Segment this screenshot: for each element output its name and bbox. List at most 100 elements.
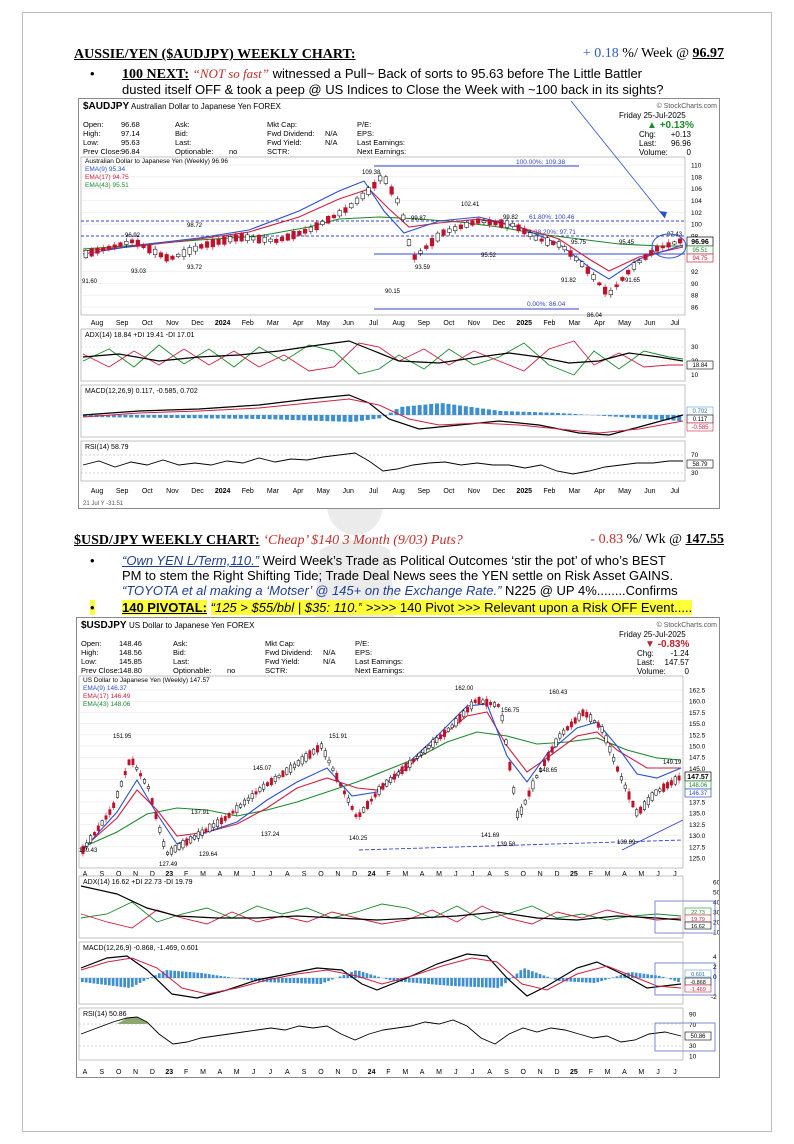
candle-body xyxy=(435,737,439,744)
svg-text:127.49: 127.49 xyxy=(159,862,178,868)
usd-rsi-box: 50.86 xyxy=(690,1034,706,1040)
candle-body xyxy=(527,790,531,797)
histogram-bar xyxy=(331,415,336,422)
usd-last-label: Last: xyxy=(637,658,654,667)
month-tick-label: D xyxy=(554,1069,559,1076)
candle-body xyxy=(176,253,181,257)
svg-text:100.00%: 109.38: 100.00%: 109.38 xyxy=(516,159,566,166)
month-tick-label: A xyxy=(218,1069,223,1076)
svg-text:EMA(17) 146.49: EMA(17) 146.49 xyxy=(83,693,131,700)
usd-last: 147.57 xyxy=(665,658,690,667)
aud-macd-label: MACD(12,26,9) 0.117, -0.585, 0.702 xyxy=(85,388,198,395)
candle-body xyxy=(642,801,646,810)
svg-text:SCTR:: SCTR: xyxy=(267,147,290,156)
aud-month-axis: Aug Sep Oct Nov Dec 2024 Feb Mar Apr May Jun Jul Aug… xyxy=(91,320,680,327)
aud-heading-week: %/ Week @ xyxy=(618,46,693,61)
candle-body xyxy=(473,699,477,703)
histogram-bar xyxy=(546,976,550,978)
svg-text:EMA(9) 95.34: EMA(9) 95.34 xyxy=(85,166,125,173)
usd-b1-line1: Weird Week’s Trade as Political Outcomes… xyxy=(259,553,666,568)
month-tick-label: Nov xyxy=(468,488,481,495)
axis-tick-label: 132.5 xyxy=(689,822,706,829)
svg-text:149.19: 149.19 xyxy=(663,760,682,766)
usd-macd-highlight-box xyxy=(654,962,716,996)
usd-heading-quote: ‘Cheap’ $140 3 Month (9/03) Puts? xyxy=(263,533,463,548)
aud-bullet-quote: “NOT so fast” xyxy=(192,66,270,81)
aud-heading-price: 96.97 xyxy=(692,46,725,61)
month-tick-label: N xyxy=(133,871,138,878)
svg-text:130.43: 130.43 xyxy=(79,848,98,854)
svg-text:137.24: 137.24 xyxy=(261,832,280,838)
usd-adx-minus-box: 19.79 xyxy=(691,917,705,923)
axis-tick-label: 100 xyxy=(691,222,702,229)
candle-body xyxy=(672,241,677,245)
svg-text:95.75: 95.75 xyxy=(571,240,587,246)
histogram-bar xyxy=(336,415,341,422)
candle-body xyxy=(554,738,558,747)
candle-body xyxy=(235,805,239,813)
usd-chart[interactable]: $USDJPY US Dollar to Japanese Yen FOREX … xyxy=(76,617,720,1078)
candle-body xyxy=(660,245,665,249)
candle-body xyxy=(662,783,666,792)
aud-macd-line-box: 0.117 xyxy=(693,417,708,423)
svg-text:151.95: 151.95 xyxy=(113,734,132,740)
histogram-bar xyxy=(669,978,673,980)
candle-body xyxy=(273,776,277,782)
aud-chg: +0.13 xyxy=(671,130,692,139)
usd-adx-label: ADX(14) 16.62 +DI 22.73 -DI 19.79 xyxy=(83,879,193,886)
candle-body xyxy=(573,717,577,724)
candle-body xyxy=(208,823,212,833)
candle-body xyxy=(441,229,446,236)
candle-body xyxy=(162,841,166,847)
month-tick-label: N xyxy=(538,1069,543,1076)
svg-text:no: no xyxy=(229,147,237,156)
candle-body xyxy=(378,175,383,182)
axis-tick-label: 110 xyxy=(691,163,702,170)
candle-body xyxy=(510,222,515,227)
aud-heading: AUSSIE/YEN ($AUDJPY) WEEKLY CHART: + 0.1… xyxy=(74,46,724,63)
axis-tick-label: 137.5 xyxy=(689,800,706,807)
histogram-bar xyxy=(188,972,192,978)
svg-text:151.91: 151.91 xyxy=(329,734,348,740)
histogram-bar xyxy=(429,403,434,415)
usd-ema9 xyxy=(80,703,682,853)
histogram-bar xyxy=(131,978,134,987)
month-tick-label: Sep xyxy=(417,488,430,495)
histogram-bar xyxy=(134,415,139,418)
aud-chart[interactable]: $AUDJPY Australian Dollar to Japanese Ye… xyxy=(78,98,720,509)
histogram-bar xyxy=(498,410,503,415)
candle-body xyxy=(454,718,458,727)
usd-heading: $USD/JPY WEEKLY CHART: ‘Cheap’ $140 3 Mo… xyxy=(74,532,724,549)
svg-text:102.41: 102.41 xyxy=(461,202,480,208)
candle-body xyxy=(439,734,443,740)
month-tick-label: Mar xyxy=(568,320,581,327)
histogram-bar xyxy=(519,970,523,978)
candle-body xyxy=(331,214,337,219)
candle-body xyxy=(147,244,152,254)
histogram-bar xyxy=(104,978,107,985)
candle-body xyxy=(342,790,346,795)
histogram-bar xyxy=(569,978,573,982)
histogram-bar xyxy=(313,415,318,421)
candle-body xyxy=(339,782,343,787)
svg-text:98.72: 98.72 xyxy=(187,223,203,229)
histogram-bar xyxy=(111,415,116,418)
svg-text:90.15: 90.15 xyxy=(385,289,401,295)
candle-body xyxy=(562,246,567,251)
histogram-bar xyxy=(357,970,361,978)
month-tick-label: Feb xyxy=(543,488,555,495)
usd-b1-line3-tail: N225 @ UP 4%........Confirms xyxy=(501,583,678,598)
candle-body xyxy=(354,197,360,204)
histogram-bar xyxy=(500,978,503,987)
histogram-bar xyxy=(411,405,416,415)
svg-text:Ask:: Ask: xyxy=(175,120,190,129)
svg-text:145.85: 145.85 xyxy=(119,657,142,666)
candle-body xyxy=(469,701,473,710)
histogram-bar xyxy=(631,415,636,418)
histogram-bar xyxy=(469,978,473,987)
candle-body xyxy=(196,831,200,839)
usd-quote-table: Open: 148.46 High: 148.56 Low: 145.85 Prev … xyxy=(81,639,404,675)
axis-tick-label: 70 xyxy=(689,1022,697,1029)
candle-body xyxy=(531,780,535,790)
usd-heading-change: - 0.83 xyxy=(590,532,624,547)
